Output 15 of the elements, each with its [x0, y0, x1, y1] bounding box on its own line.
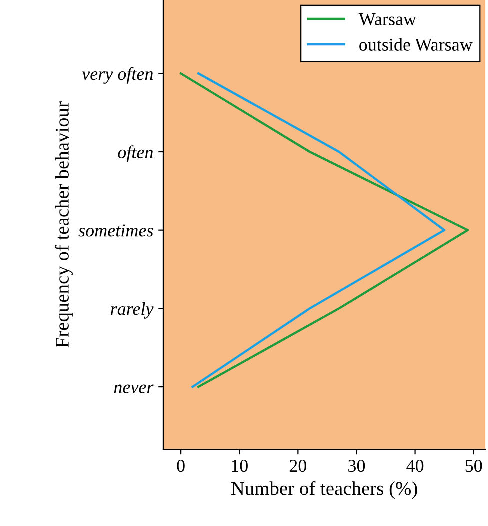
y-tick-label: very often — [82, 67, 154, 84]
y-tick-label: sometimes — [78, 224, 154, 237]
x-tick-label: 0 — [177, 460, 185, 472]
x-tick-label: 40 — [406, 460, 424, 472]
legend-label: outside Warsaw — [360, 38, 473, 52]
x-tick-label: 10 — [232, 460, 248, 472]
x-tick-label: 20 — [290, 460, 307, 472]
x-tick-label: 30 — [348, 460, 366, 472]
y-tick-label: often — [118, 146, 154, 162]
y-axis-title: Frequency of teacher behaviour — [55, 102, 73, 348]
x-tick-label: 50 — [466, 460, 482, 472]
x-axis-title: Number of teachers (%) — [231, 481, 418, 500]
y-tick-label: rarely — [111, 302, 154, 319]
legend-label: Warsaw — [358, 13, 416, 26]
y-tick-label: never — [114, 384, 154, 394]
